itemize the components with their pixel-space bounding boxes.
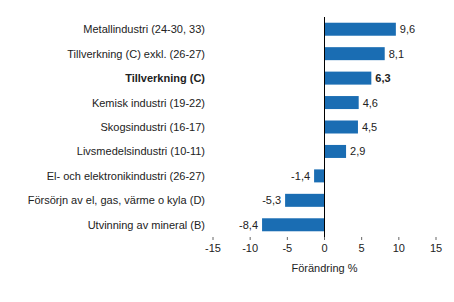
tick-mark — [436, 237, 437, 240]
category-label: Tillverkning (C) exkl. (26-27) — [67, 48, 205, 60]
tick-mark — [324, 237, 325, 240]
tick-mark — [213, 237, 214, 240]
tick-mark — [287, 237, 288, 240]
bars — [262, 23, 396, 232]
data-label: 8,1 — [389, 48, 404, 60]
category-label: Metallindustri (24-30, 33) — [83, 23, 205, 35]
bar — [314, 169, 324, 182]
bar — [325, 121, 358, 134]
tick-label: -15 — [205, 242, 221, 254]
data-label: 4,5 — [362, 121, 377, 133]
category-label: Kemisk industri (19-22) — [92, 97, 205, 109]
tick-label: -10 — [242, 242, 258, 254]
category-label: El- och elektronikindustri (26-27) — [47, 170, 205, 182]
tick-mark — [361, 237, 362, 240]
data-label: -5,3 — [262, 194, 281, 206]
data-label: 4,6 — [363, 97, 378, 109]
tick-label: 0 — [321, 242, 327, 254]
bar — [325, 96, 359, 109]
category-label: Skogsindustri (16-17) — [100, 121, 205, 133]
axis-label: Förändring % — [291, 262, 357, 274]
data-label: -8,4 — [239, 219, 258, 231]
bar — [262, 218, 324, 231]
tick-mark — [250, 237, 251, 240]
category-label: Tillverkning (C) — [125, 72, 205, 84]
zero-line — [324, 17, 325, 237]
bar — [325, 145, 347, 158]
category-label: Försörjn av el, gas, värme o kyla (D) — [28, 194, 205, 206]
category-label: Livsmedelsindustri (10-11) — [77, 145, 205, 157]
tick-label: 15 — [430, 242, 442, 254]
category-label: Utvinning av mineral (B) — [88, 219, 205, 231]
data-label: 6,3 — [375, 72, 390, 84]
bar — [285, 194, 324, 207]
bar — [325, 23, 396, 36]
chart: Metallindustri (24-30, 33) 9,6 Tillverknin… — [0, 0, 454, 302]
tick-mark — [398, 237, 399, 240]
bar — [325, 47, 385, 60]
tick-label: 10 — [393, 242, 405, 254]
data-label: -1,4 — [291, 170, 310, 182]
bar — [325, 72, 372, 85]
data-label: 9,6 — [400, 23, 415, 35]
tick-label: -5 — [282, 242, 292, 254]
data-label: 2,9 — [350, 145, 365, 157]
tick-label: 5 — [359, 242, 365, 254]
